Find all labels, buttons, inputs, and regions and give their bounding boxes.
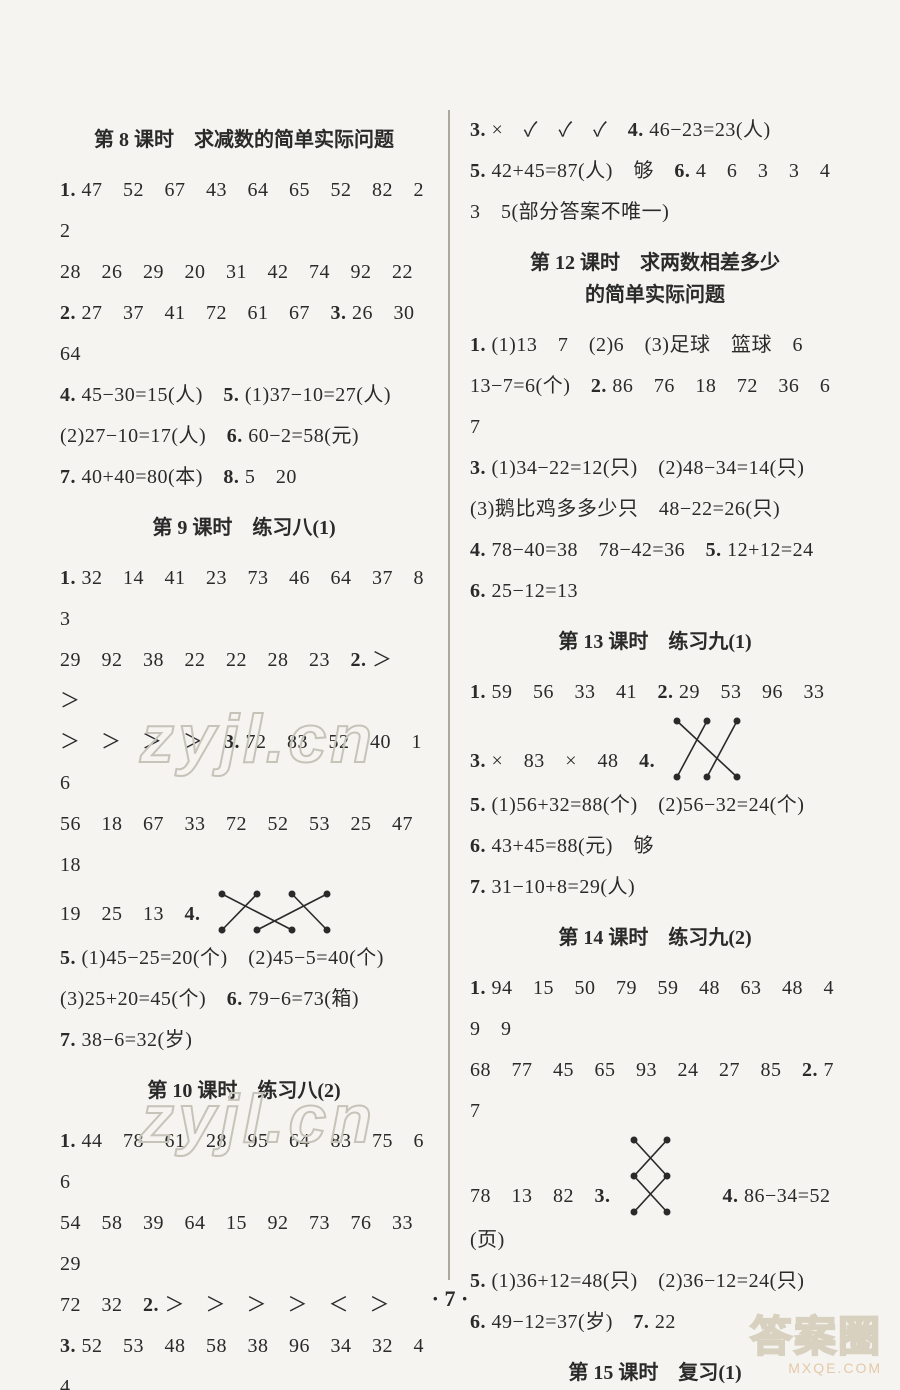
answer-line: 3. 52 53 48 58 38 96 34 32 44 bbox=[60, 1326, 428, 1390]
page-root: 第 8 课时 求减数的简单实际问题 1. 47 52 67 43 64 65 5… bbox=[0, 0, 900, 1390]
answer-line: 28 26 29 20 31 42 74 92 22 bbox=[60, 252, 428, 293]
section-11-continued: 3. × ✓ ✓ ✓ 4. 46−23=23(人)5. 42+45=87(人) … bbox=[470, 110, 840, 233]
answer-line: 5. (1)36+12=48(只) (2)36−12=24(只) bbox=[470, 1261, 840, 1302]
section-8-title: 第 8 课时 求减数的简单实际问题 bbox=[60, 124, 428, 156]
answer-line: 7. 38−6=32(岁) bbox=[60, 1020, 428, 1061]
columns: 第 8 课时 求减数的简单实际问题 1. 47 52 67 43 64 65 5… bbox=[60, 110, 840, 1280]
answer-line: 7. 40+40=80(本) 8. 5 20 bbox=[60, 457, 428, 498]
section-14-body: 1. 94 15 50 79 59 48 63 48 49 968 77 45 … bbox=[470, 968, 840, 1343]
answer-line: 72 32 2. ＞ ＞ ＞ ＞ ＜ ＞ bbox=[60, 1285, 428, 1326]
answer-line: 4. 45−30=15(人) 5. (1)37−10=27(人) bbox=[60, 375, 428, 416]
answer-line: 54 58 39 64 15 92 73 76 33 29 bbox=[60, 1203, 428, 1285]
answer-line: 2. 27 37 41 72 61 67 3. 26 30 64 bbox=[60, 293, 428, 375]
left-column: 第 8 课时 求减数的简单实际问题 1. 47 52 67 43 64 65 5… bbox=[60, 110, 450, 1280]
answer-line: 7. 31−10+8=29(人) bbox=[470, 867, 840, 908]
section-12-title: 第 12 课时 求两数相差多少的简单实际问题 bbox=[470, 247, 840, 311]
answer-line: 1. 44 78 61 28 95 64 83 75 66 bbox=[60, 1121, 428, 1203]
answer-line: 6. 43+45=88(元) 够 bbox=[470, 826, 840, 867]
answer-line: 1. 59 56 33 41 2. 29 53 96 33 bbox=[470, 672, 840, 713]
answer-line: ＞ ＞ ＞ ＞ 3. 72 83 52 40 16 bbox=[60, 722, 428, 804]
answer-line: 3 5(部分答案不唯一) bbox=[470, 192, 840, 233]
section-13-body: 1. 59 56 33 41 2. 29 53 96 333. × 83 × 4… bbox=[470, 672, 840, 908]
answer-line: 68 77 45 65 93 24 27 85 2. 77 bbox=[470, 1050, 840, 1132]
answer-line: 5. (1)56+32=88(个) (2)56−32=24(个) bbox=[470, 785, 840, 826]
answer-line: 78 13 82 3. 4. 86−34=52(页) bbox=[470, 1132, 840, 1261]
answer-line: (3)25+20=45(个) 6. 79−6=73(箱) bbox=[60, 979, 428, 1020]
answer-line: 29 92 38 22 22 28 23 2. ＞ ＞ bbox=[60, 640, 428, 722]
answer-line: (3)鹅比鸡多多少只 48−22=26(只) bbox=[470, 489, 840, 530]
answer-line: 1. (1)13 7 (2)6 (3)足球 篮球 6 bbox=[470, 325, 840, 366]
answer-line: 3. × 83 × 48 4. bbox=[470, 713, 840, 785]
section-13-title: 第 13 课时 练习九(1) bbox=[470, 626, 840, 658]
section-14-title: 第 14 课时 练习九(2) bbox=[470, 922, 840, 954]
right-column: 3. × ✓ ✓ ✓ 4. 46−23=23(人)5. 42+45=87(人) … bbox=[450, 110, 840, 1280]
section-12-body: 1. (1)13 7 (2)6 (3)足球 篮球 613−7=6(个) 2. 8… bbox=[470, 325, 840, 612]
matching-diagram bbox=[667, 713, 757, 785]
answer-line: 19 25 13 4. bbox=[60, 886, 428, 938]
matching-diagram bbox=[622, 1132, 702, 1220]
answer-line: 1. 32 14 41 23 73 46 64 37 83 bbox=[60, 558, 428, 640]
answer-line: 5. 42+45=87(人) 够 6. 4 6 3 3 4 bbox=[470, 151, 840, 192]
answer-line: 3. (1)34−22=12(只) (2)48−34=14(只) bbox=[470, 448, 840, 489]
answer-line: 6. 49−12=37(岁) 7. 22 bbox=[470, 1302, 840, 1343]
answer-line: 4. 78−40=38 78−42=36 5. 12+12=24 bbox=[470, 530, 840, 571]
section-9-title: 第 9 课时 练习八(1) bbox=[60, 512, 428, 544]
answer-line: 56 18 67 33 72 52 53 25 47 18 bbox=[60, 804, 428, 886]
section-10-body: 1. 44 78 61 28 95 64 83 75 6654 58 39 64… bbox=[60, 1121, 428, 1390]
answer-line: 5. (1)45−25=20(个) (2)45−5=40(个) bbox=[60, 938, 428, 979]
answer-line: 1. 94 15 50 79 59 48 63 48 49 9 bbox=[470, 968, 840, 1050]
answer-line: 3. × ✓ ✓ ✓ 4. 46−23=23(人) bbox=[470, 110, 840, 151]
answer-line: (2)27−10=17(人) 6. 60−2=58(元) bbox=[60, 416, 428, 457]
section-10-title: 第 10 课时 练习八(2) bbox=[60, 1075, 428, 1107]
answer-line: 1. 47 52 67 43 64 65 52 82 22 bbox=[60, 170, 428, 252]
answer-line: 6. 25−12=13 bbox=[470, 571, 840, 612]
matching-diagram bbox=[212, 886, 332, 938]
section-8-body: 1. 47 52 67 43 64 65 52 82 2228 26 29 20… bbox=[60, 170, 428, 498]
answer-line: 13−7=6(个) 2. 86 76 18 72 36 67 bbox=[470, 366, 840, 448]
section-15-title: 第 15 课时 复习(1) bbox=[470, 1357, 840, 1389]
section-9-body: 1. 32 14 41 23 73 46 64 37 8329 92 38 22… bbox=[60, 558, 428, 1061]
